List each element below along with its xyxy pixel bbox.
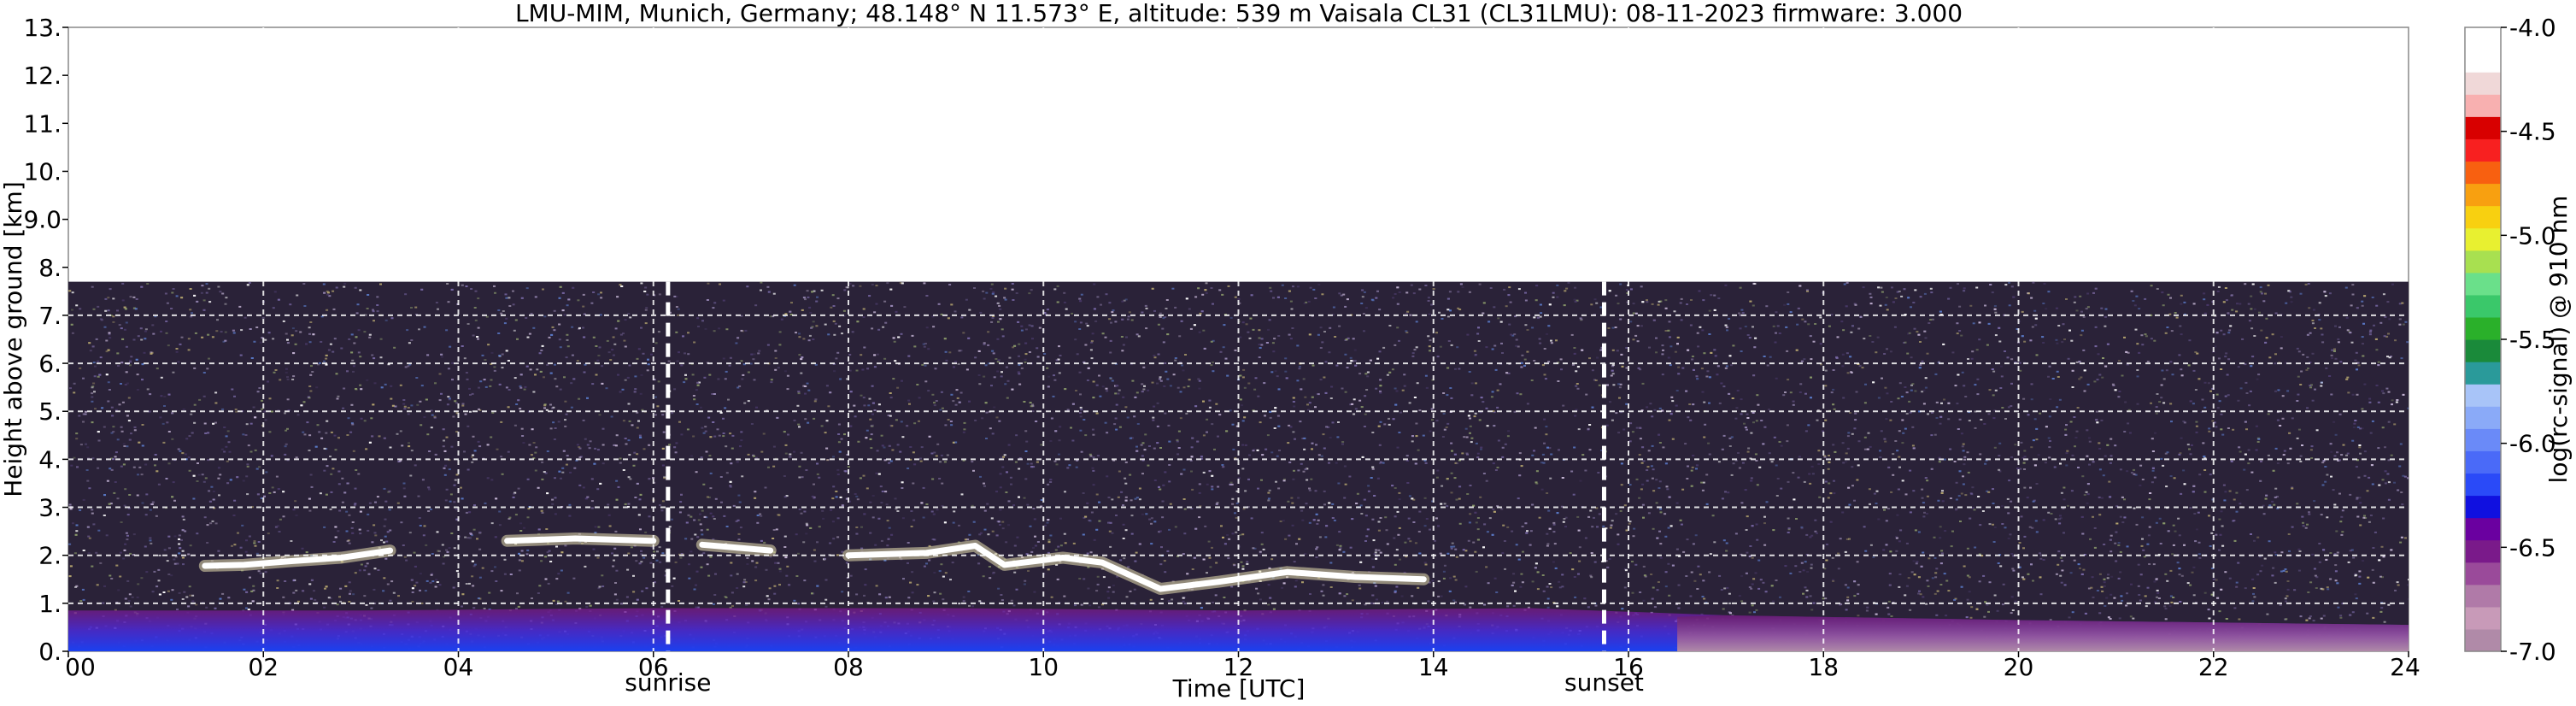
colorbar: -4.0 -4.5 -5.0 -5.5 -6.0 -6.5 -7.0 log(rc-sign…: [2464, 14, 2573, 666]
y-tick-label: 3.: [38, 494, 62, 522]
grid: [68, 27, 2409, 651]
colorbar-segment: [2465, 384, 2501, 407]
x-tick-label: 20: [2004, 653, 2034, 681]
colorbar-segment: [2465, 406, 2501, 429]
sunrise-label: sunrise: [625, 668, 711, 697]
x-tick-label: 10: [1028, 653, 1059, 681]
sunset-label: sunset: [1564, 668, 1644, 697]
colorbar-segment: [2465, 473, 2501, 497]
colorbar-tick-label: -6.5: [2509, 533, 2556, 562]
evening-boundary-layer: [1677, 615, 2409, 651]
colorbar-segment: [2465, 294, 2501, 318]
colorbar-segment: [2465, 517, 2501, 541]
plot-area: sunrise sunset: [67, 26, 2409, 697]
colorbar-segment: [2465, 94, 2501, 117]
sun-markers: sunrise sunset: [625, 281, 1644, 697]
y-tick-label: 1.: [38, 590, 62, 618]
colorbar-ticks: -4.0 -4.5 -5.0 -5.5 -6.0 -6.5 -7.0: [2501, 14, 2556, 666]
x-tick-label: 22: [2198, 653, 2229, 681]
colorbar-segment: [2465, 606, 2501, 630]
y-tick-label: 5.: [38, 397, 62, 426]
colorbar-segment: [2465, 450, 2501, 474]
colorbar-segment: [2465, 428, 2501, 451]
y-tick-label: 10.: [23, 157, 62, 185]
colorbar-segment: [2465, 183, 2501, 207]
colorbar-segment: [2465, 138, 2501, 162]
colorbar-tick-label: -4.0: [2509, 14, 2556, 42]
colorbar-tick-label: -5.0: [2509, 221, 2556, 250]
y-tick-label: 8.: [38, 254, 62, 282]
colorbar-label: log(rc-signal) @ 910 nm: [2544, 196, 2573, 484]
colorbar-tick-label: -7.0: [2509, 638, 2556, 666]
y-tick-label: 4.: [38, 445, 62, 474]
x-tick-label: 08: [833, 653, 864, 681]
colorbar-segment: [2465, 584, 2501, 608]
x-tick-label: 14: [1418, 653, 1449, 681]
colorbar-segment: [2465, 562, 2501, 585]
y-tick-label: 11.: [23, 109, 62, 138]
colorbar-segment: [2465, 116, 2501, 139]
colorbar-tick-label: -4.5: [2509, 118, 2556, 146]
x-tick-label: 02: [248, 653, 279, 681]
x-axis-label: Time [UTC]: [1172, 674, 1306, 703]
colorbar-segment: [2465, 250, 2501, 274]
chart-title: LMU-MIM, Munich, Germany; 48.148° N 11.5…: [515, 0, 1963, 27]
y-tick-label: 12.: [23, 62, 62, 90]
x-tick-label: 00: [65, 653, 96, 681]
colorbar-segment: [2465, 272, 2501, 296]
colorbar-segment: [2465, 50, 2501, 73]
backscatter-field: [68, 281, 2409, 651]
x-tick-label: 04: [443, 653, 474, 681]
x-tick-label: 12: [1223, 653, 1254, 681]
colorbar-segment: [2465, 72, 2501, 95]
colorbar-segment: [2465, 495, 2501, 519]
colorbar-segment: [2465, 362, 2501, 385]
y-tick-label: 2.: [38, 542, 62, 570]
x-axis: 00 02 04 06 08 10 12 14 16 18 20 22 24: [65, 651, 2421, 681]
y-tick-label: 6.: [38, 350, 62, 378]
x-tick-label: 24: [2390, 653, 2421, 681]
colorbar-segment: [2465, 205, 2501, 229]
colorbar-segment: [2465, 161, 2501, 185]
colorbar-segment: [2465, 27, 2501, 50]
colorbar-segment: [2465, 316, 2501, 340]
y-tick-label: 7.: [38, 302, 62, 330]
y-axis: 0. 1. 2. 3. 4. 5. 6. 7. 8. 9.0 10. 11. 12. 13.: [23, 14, 68, 666]
colorbar-segments: [2465, 27, 2501, 652]
colorbar-segment: [2465, 539, 2501, 563]
cloud-layer: [198, 532, 1430, 595]
x-tick-label: 16: [1613, 653, 1644, 681]
x-tick-label: 18: [1808, 653, 1839, 681]
colorbar-tick-label: -6.0: [2509, 430, 2556, 458]
y-tick-label: 13.: [23, 14, 62, 42]
colorbar-segment: [2465, 339, 2501, 362]
y-tick-label: 0.: [38, 638, 62, 666]
y-axis-label: Height above ground [km]: [0, 181, 27, 497]
x-tick-label: 06: [638, 653, 669, 681]
colorbar-segment: [2465, 227, 2501, 251]
colorbar-segment: [2465, 628, 2501, 652]
y-tick-label: 9.0: [23, 206, 62, 234]
colorbar-tick-label: -5.5: [2509, 326, 2556, 354]
